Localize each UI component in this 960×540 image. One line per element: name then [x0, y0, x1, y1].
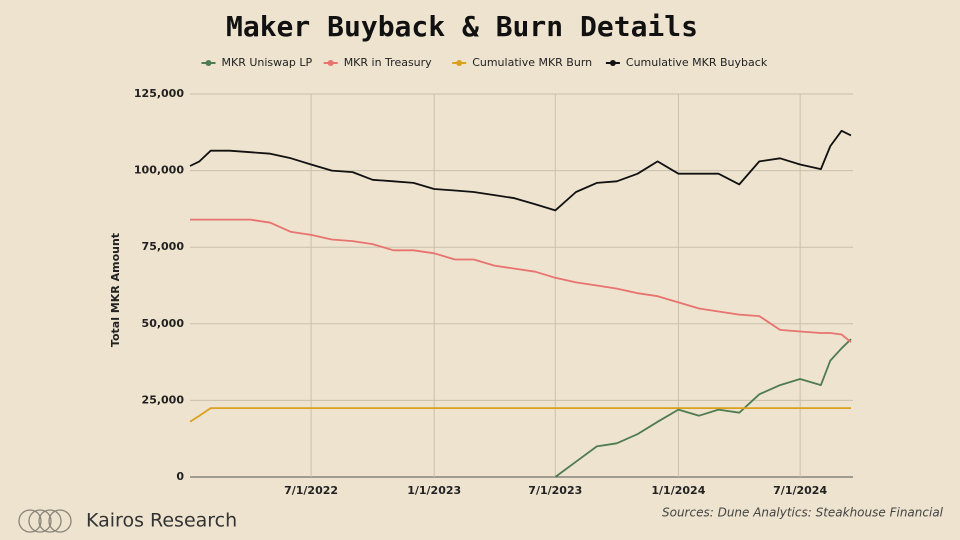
y-tick-label: 100,000 [134, 164, 184, 177]
y-tick-label: 25,000 [142, 393, 185, 406]
legend-swatch-dot [456, 60, 463, 66]
chart-title: Maker Buyback & Burn Details [226, 10, 698, 43]
legend-label: MKR in Treasury [344, 56, 432, 69]
series-line [190, 218, 852, 343]
series-line [189, 129, 852, 212]
x-tick-label: 7/1/2022 [284, 484, 338, 497]
series-line [189, 407, 851, 423]
brand: Kairos Research [86, 510, 237, 532]
legend-swatch-dot [609, 60, 616, 66]
y-axis-label: Total MKR Amount [109, 233, 122, 347]
series-line [554, 338, 852, 478]
legend-label: Cumulative MKR Buyback [626, 56, 768, 69]
y-tick-label: 50,000 [142, 317, 185, 330]
y-tick-label: 0 [176, 470, 184, 483]
legend-swatch-dot [327, 60, 334, 66]
x-tick-label: 1/1/2023 [407, 484, 461, 497]
y-tick-label: 125,000 [134, 87, 184, 100]
x-tick-label: 7/1/2023 [528, 484, 582, 497]
x-tick-label: 7/1/2024 [773, 484, 827, 497]
source-note: Sources: Dune Analytics: Steakhouse Fina… [662, 506, 944, 520]
y-tick-label: 75,000 [142, 240, 185, 253]
logo [18, 509, 72, 533]
legend-swatch-dot [205, 60, 212, 66]
legend-label: Cumulative MKR Burn [472, 56, 592, 69]
x-tick-label: 1/1/2024 [651, 484, 705, 497]
legend-label: MKR Uniswap LP [222, 56, 313, 69]
